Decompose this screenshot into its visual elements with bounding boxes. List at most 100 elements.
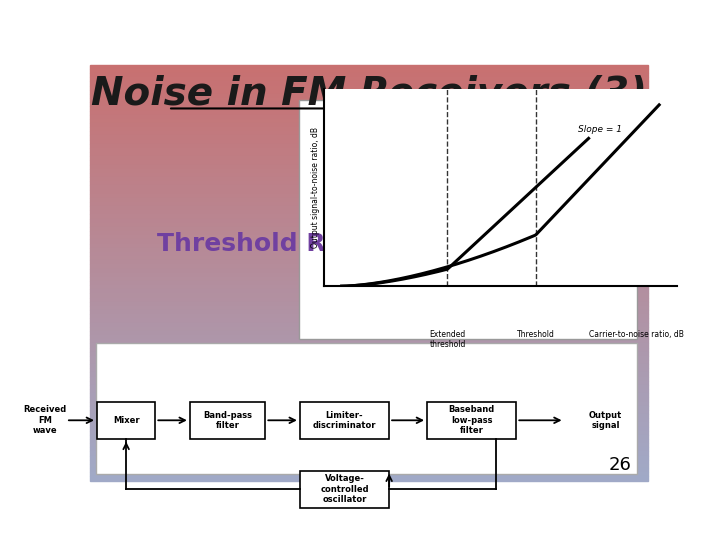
Text: Output
signal: Output signal [589,410,622,430]
Bar [90,298,648,302]
Bar [90,364,648,368]
Bar [90,294,648,298]
Bar [90,373,648,377]
Text: Threshold Reduction: Threshold Reduction [157,232,449,255]
Text: Noise in FM Receivers (3): Noise in FM Receivers (3) [91,75,647,113]
Bar [90,194,648,198]
Y-axis label: Output signal-to-noise ratio, dB: Output signal-to-noise ratio, dB [311,127,320,248]
Bar [90,85,648,90]
Bar [90,82,648,85]
Text: Extended
threshold: Extended threshold [429,329,466,349]
Text: Slope = 1: Slope = 1 [578,125,622,134]
Bar [300,471,389,508]
Bar [90,314,648,319]
Bar [90,148,648,152]
Bar [90,406,648,410]
Bar [90,227,648,231]
Bar [90,360,648,364]
Bar [90,389,648,393]
Bar [90,177,648,181]
Bar [97,402,156,439]
Bar [90,410,648,414]
Bar [90,414,648,418]
Bar [90,69,648,73]
Bar [90,335,648,339]
Bar [90,289,648,294]
Bar [90,94,648,98]
Bar [90,248,648,252]
Bar [90,431,648,435]
Bar [90,198,648,202]
Bar [90,268,648,273]
Bar [90,65,648,69]
Bar [90,119,648,123]
Bar [90,302,648,306]
FancyBboxPatch shape [96,343,637,474]
Bar [90,214,648,219]
Bar [90,310,648,314]
Text: Voltage-
controlled
oscillator: Voltage- controlled oscillator [320,475,369,504]
Bar [90,260,648,265]
Bar [90,239,648,244]
Text: 26: 26 [608,456,631,474]
Text: Limiter-
discriminator: Limiter- discriminator [312,410,376,430]
Bar [90,98,648,102]
Bar [90,256,648,260]
Bar [90,127,648,131]
Bar [90,231,648,235]
Bar [90,439,648,443]
Bar [90,144,648,148]
Bar [90,443,648,447]
Bar [90,348,648,352]
FancyBboxPatch shape [300,100,637,339]
Bar [90,402,648,406]
Bar [427,402,516,439]
Bar [90,352,648,356]
Bar [90,252,648,256]
Bar [90,418,648,422]
Bar [90,190,648,194]
Bar [90,476,648,481]
Bar [90,339,648,343]
Bar [90,281,648,285]
Bar [90,472,648,476]
Bar [90,397,648,402]
Bar [90,210,648,214]
Bar [90,152,648,156]
Bar [90,273,648,277]
Bar [90,235,648,239]
Text: Carrier-to-noise ratio, dB: Carrier-to-noise ratio, dB [589,329,684,339]
Bar [90,114,648,119]
Bar [90,202,648,206]
Text: Baseband
low-pass
filter: Baseband low-pass filter [449,406,495,435]
Bar [90,265,648,268]
Text: Mixer: Mixer [113,416,140,425]
Bar [90,277,648,281]
Bar [90,381,648,385]
Bar [90,181,648,185]
Bar [90,173,648,177]
Bar [90,319,648,322]
Bar [90,111,648,114]
Bar [90,90,648,94]
Bar [90,427,648,431]
Bar [90,422,648,427]
Bar [90,102,648,106]
Bar [90,385,648,389]
Bar [90,456,648,460]
Bar [90,131,648,136]
Text: Received
FM
wave: Received FM wave [24,406,67,435]
Bar [90,327,648,331]
Bar [90,285,648,289]
Bar [90,451,648,456]
Bar [90,156,648,160]
Bar [90,160,648,165]
Bar [90,223,648,227]
Bar [90,368,648,373]
Bar [90,123,648,127]
Bar [90,185,648,190]
Bar [90,136,648,140]
Bar [90,447,648,451]
Bar [90,106,648,111]
Bar [90,343,648,348]
